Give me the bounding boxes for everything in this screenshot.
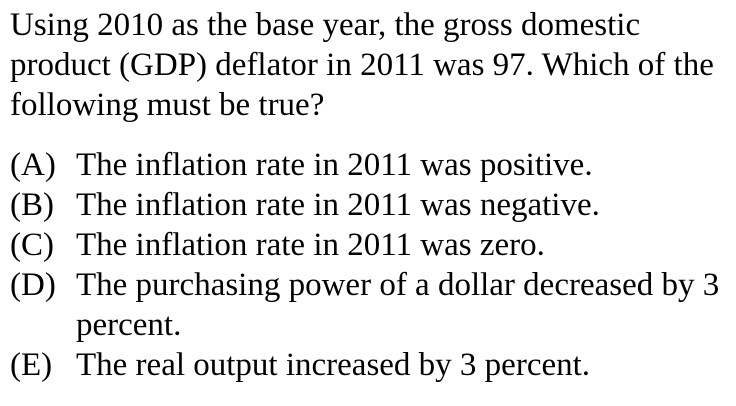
option-text: The inflation rate in 2011 was positive.: [76, 147, 593, 183]
answer-option-c: (C) The inflation rate in 2011 was zero.: [10, 225, 726, 265]
option-text: The purchasing power of a dollar decreas…: [76, 267, 720, 343]
option-text: The inflation rate in 2011 was negative.: [76, 187, 600, 223]
answer-option-e: (E) The real output increased by 3 perce…: [10, 345, 726, 385]
option-letter: (B): [10, 187, 54, 223]
option-text: The inflation rate in 2011 was zero.: [76, 227, 545, 263]
answer-option-d: (D) The purchasing power of a dollar dec…: [10, 265, 726, 345]
option-letter: (E): [10, 347, 53, 383]
answer-options-list: (A) The inflation rate in 2011 was posit…: [10, 145, 726, 385]
answer-option-b: (B) The inflation rate in 2011 was negat…: [10, 185, 726, 225]
option-letter: (D): [10, 267, 56, 303]
question-stem: Using 2010 as the base year, the gross d…: [10, 7, 714, 123]
option-letter: (C): [10, 227, 54, 263]
option-text: The real output increased by 3 percent.: [76, 347, 591, 383]
answer-option-a: (A) The inflation rate in 2011 was posit…: [10, 145, 726, 185]
option-letter: (A): [10, 147, 56, 183]
